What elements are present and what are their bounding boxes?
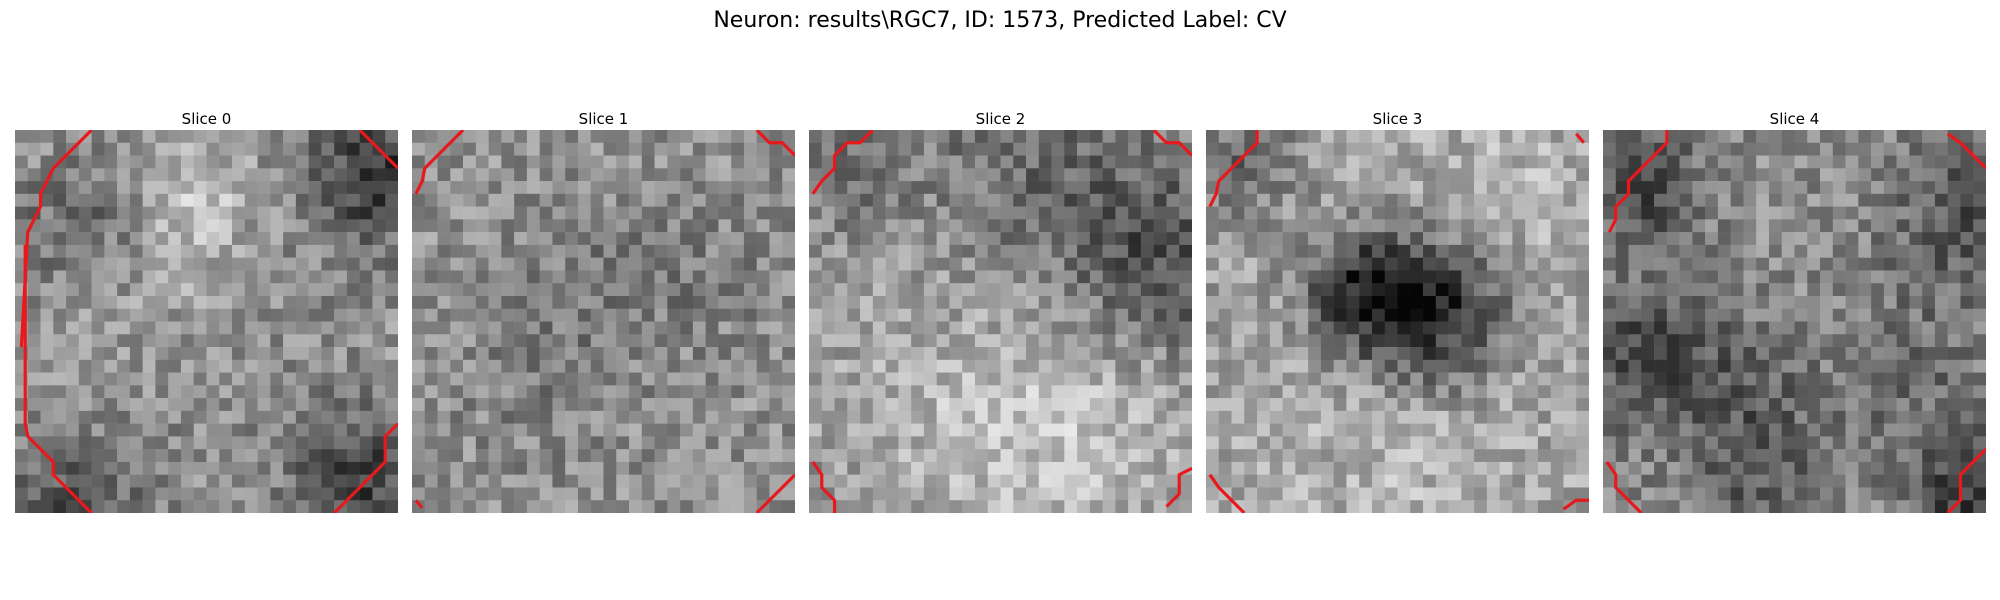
pixel-grid — [412, 130, 795, 513]
slice-title: Slice 1 — [578, 110, 629, 128]
contour-line — [1165, 466, 1192, 508]
slice-image — [15, 130, 398, 513]
slice-image — [1206, 130, 1589, 513]
contour-line — [1946, 132, 1986, 170]
contour-line — [1562, 498, 1589, 511]
contour-line — [358, 130, 398, 170]
contour-line — [1575, 132, 1586, 144]
slice-title: Slice 2 — [975, 110, 1026, 128]
contour-line — [23, 244, 93, 513]
slice-title: Slice 3 — [1372, 110, 1423, 128]
contour-line — [333, 422, 398, 513]
contour-line — [1605, 461, 1643, 513]
pixel-grid — [1603, 130, 1986, 513]
contour-line — [755, 130, 795, 157]
slice-title: Slice 0 — [181, 110, 232, 128]
contour-line — [414, 499, 424, 509]
contour-line — [19, 130, 93, 348]
slice-image — [809, 130, 1192, 513]
contour-line — [1946, 448, 1986, 513]
pixel-grid — [809, 130, 1192, 513]
contour-line — [414, 130, 465, 195]
slice-panel-2: Slice 2 — [809, 108, 1192, 513]
slice-panel-0: Slice 0 — [15, 108, 398, 513]
slice-image — [1603, 130, 1986, 513]
slice-image — [412, 130, 795, 513]
pixel-grid — [15, 130, 398, 513]
contour-line — [811, 130, 874, 195]
slice-title: Slice 4 — [1769, 110, 1820, 128]
slice-panel-3: Slice 3 — [1206, 108, 1589, 513]
contour-line — [1152, 130, 1192, 157]
contour-line — [1208, 473, 1246, 513]
figure-title: Neuron: results\RGC7, ID: 1573, Predicte… — [713, 8, 1287, 33]
slice-panel-4: Slice 4 — [1603, 108, 1986, 513]
contour-line — [1208, 130, 1259, 208]
contour-line — [1607, 130, 1669, 233]
contour-line — [755, 473, 795, 513]
contour-line — [811, 461, 837, 513]
slice-panel-1: Slice 1 — [412, 108, 795, 513]
pixel-grid — [1206, 130, 1589, 513]
